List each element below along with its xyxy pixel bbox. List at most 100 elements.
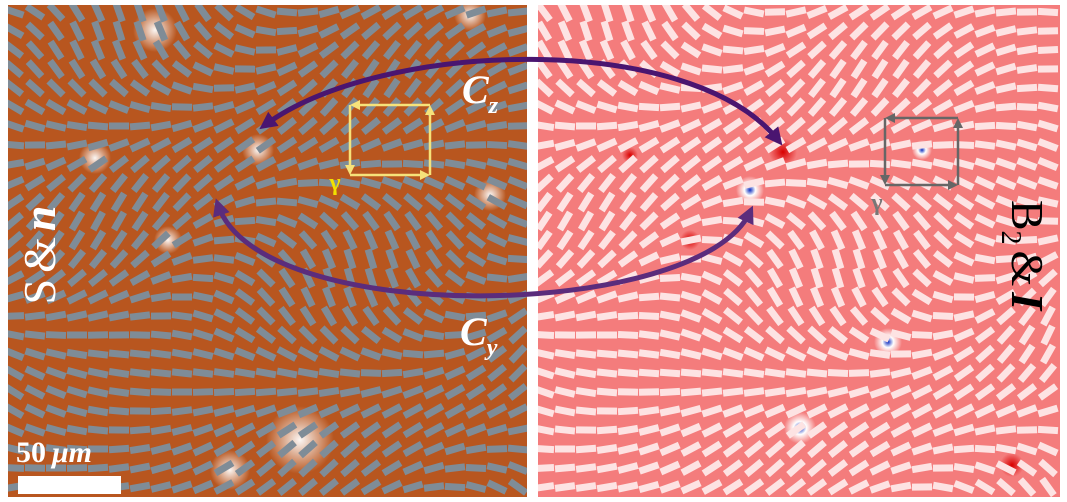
director-dash (618, 388, 638, 395)
director-dash (487, 141, 507, 149)
director-dash (576, 331, 596, 338)
director-dash (445, 483, 465, 491)
director-dash (1017, 103, 1037, 111)
director-dash (765, 8, 785, 15)
label-symbol: B (1002, 200, 1053, 231)
director-dash (618, 407, 638, 415)
director-dash (996, 122, 1016, 130)
director-dash (172, 388, 192, 395)
director-dash (46, 331, 66, 339)
director-dash (130, 407, 150, 414)
director-dash (151, 388, 171, 396)
scale-bar (18, 476, 121, 494)
director-dash (870, 160, 890, 168)
director-dash (1038, 426, 1058, 434)
director-dash (172, 103, 192, 110)
director-dash (487, 445, 507, 453)
director-dash (466, 464, 486, 472)
director-dash (534, 331, 554, 339)
scale-number: 50 (16, 436, 46, 469)
director-dash (639, 388, 659, 396)
director-dash (109, 445, 129, 453)
director-dash (555, 331, 575, 338)
director-dash (1017, 84, 1037, 92)
scale-unit: μm (50, 436, 92, 469)
cz-letter: C (462, 67, 490, 112)
director-dash (975, 445, 995, 453)
director-dash (298, 179, 318, 187)
director-dash (597, 407, 617, 414)
director-dash (109, 331, 129, 338)
figure: γ γ Cz Cy S&n B2&I 50μm (0, 0, 1067, 502)
director-dash (25, 141, 45, 148)
director-dash (109, 123, 129, 130)
left-panel-label: S & n (14, 206, 65, 305)
label-join: & (14, 237, 65, 273)
director-dash (618, 331, 638, 339)
director-dash (618, 312, 638, 320)
director-dash (109, 426, 129, 433)
director-dash (382, 369, 402, 377)
director-dash (1038, 84, 1058, 92)
label-director: I (1002, 291, 1053, 312)
director-dash (151, 312, 171, 319)
cy-letter: C (460, 309, 488, 354)
director-dash (660, 103, 680, 111)
director-dash (576, 445, 596, 453)
director-dash (849, 160, 869, 167)
director-dash (466, 141, 486, 149)
director-dash (1038, 27, 1058, 34)
director-dash (639, 103, 659, 111)
director-dash (933, 141, 953, 149)
director-dash (639, 312, 659, 320)
gamma-label: γ (328, 170, 340, 196)
director-dash (1038, 8, 1058, 16)
director-dash (4, 312, 24, 320)
director-dash (786, 179, 806, 187)
director-dash (88, 331, 108, 339)
director-dash (361, 369, 381, 377)
director-dash (828, 369, 848, 377)
director-dash (277, 27, 297, 35)
director-dash (1017, 8, 1037, 15)
label-director: n (14, 206, 65, 232)
label-subscript: 2 (995, 231, 1026, 245)
right-panel-label: B2 & I (995, 200, 1053, 312)
label-join: & (1002, 251, 1053, 287)
director-dash (235, 217, 255, 225)
director-dash (660, 369, 680, 377)
director-dash (508, 255, 528, 263)
director-dash (214, 388, 234, 396)
director-dash (660, 388, 680, 396)
director-dash (933, 312, 953, 320)
director-dash (597, 331, 617, 338)
director-dash (403, 160, 423, 168)
director-dash (235, 65, 255, 72)
director-dash (214, 84, 234, 91)
director-dash (639, 369, 659, 377)
director-dash (382, 160, 402, 167)
director-dash (508, 122, 528, 130)
director-dash (744, 198, 764, 205)
director-dash (172, 293, 192, 300)
director-dash (576, 122, 596, 129)
director-dash (235, 388, 255, 396)
director-dash (576, 426, 596, 433)
director-dash (849, 369, 869, 377)
director-dash (954, 445, 974, 453)
director-dash (256, 46, 276, 53)
director-dash (67, 331, 87, 338)
director-dash (744, 27, 764, 35)
gamma-label: γ (870, 190, 882, 216)
director-dash (975, 274, 995, 282)
director-dash (912, 331, 932, 339)
director-dash (534, 445, 554, 453)
director-dash (975, 122, 995, 130)
label-symbol: S (14, 279, 65, 305)
director-dash (193, 274, 213, 282)
director-dash (1038, 46, 1058, 54)
cy-subscript: y (484, 335, 498, 361)
director-dash (1017, 426, 1037, 434)
director-dash (597, 426, 617, 434)
